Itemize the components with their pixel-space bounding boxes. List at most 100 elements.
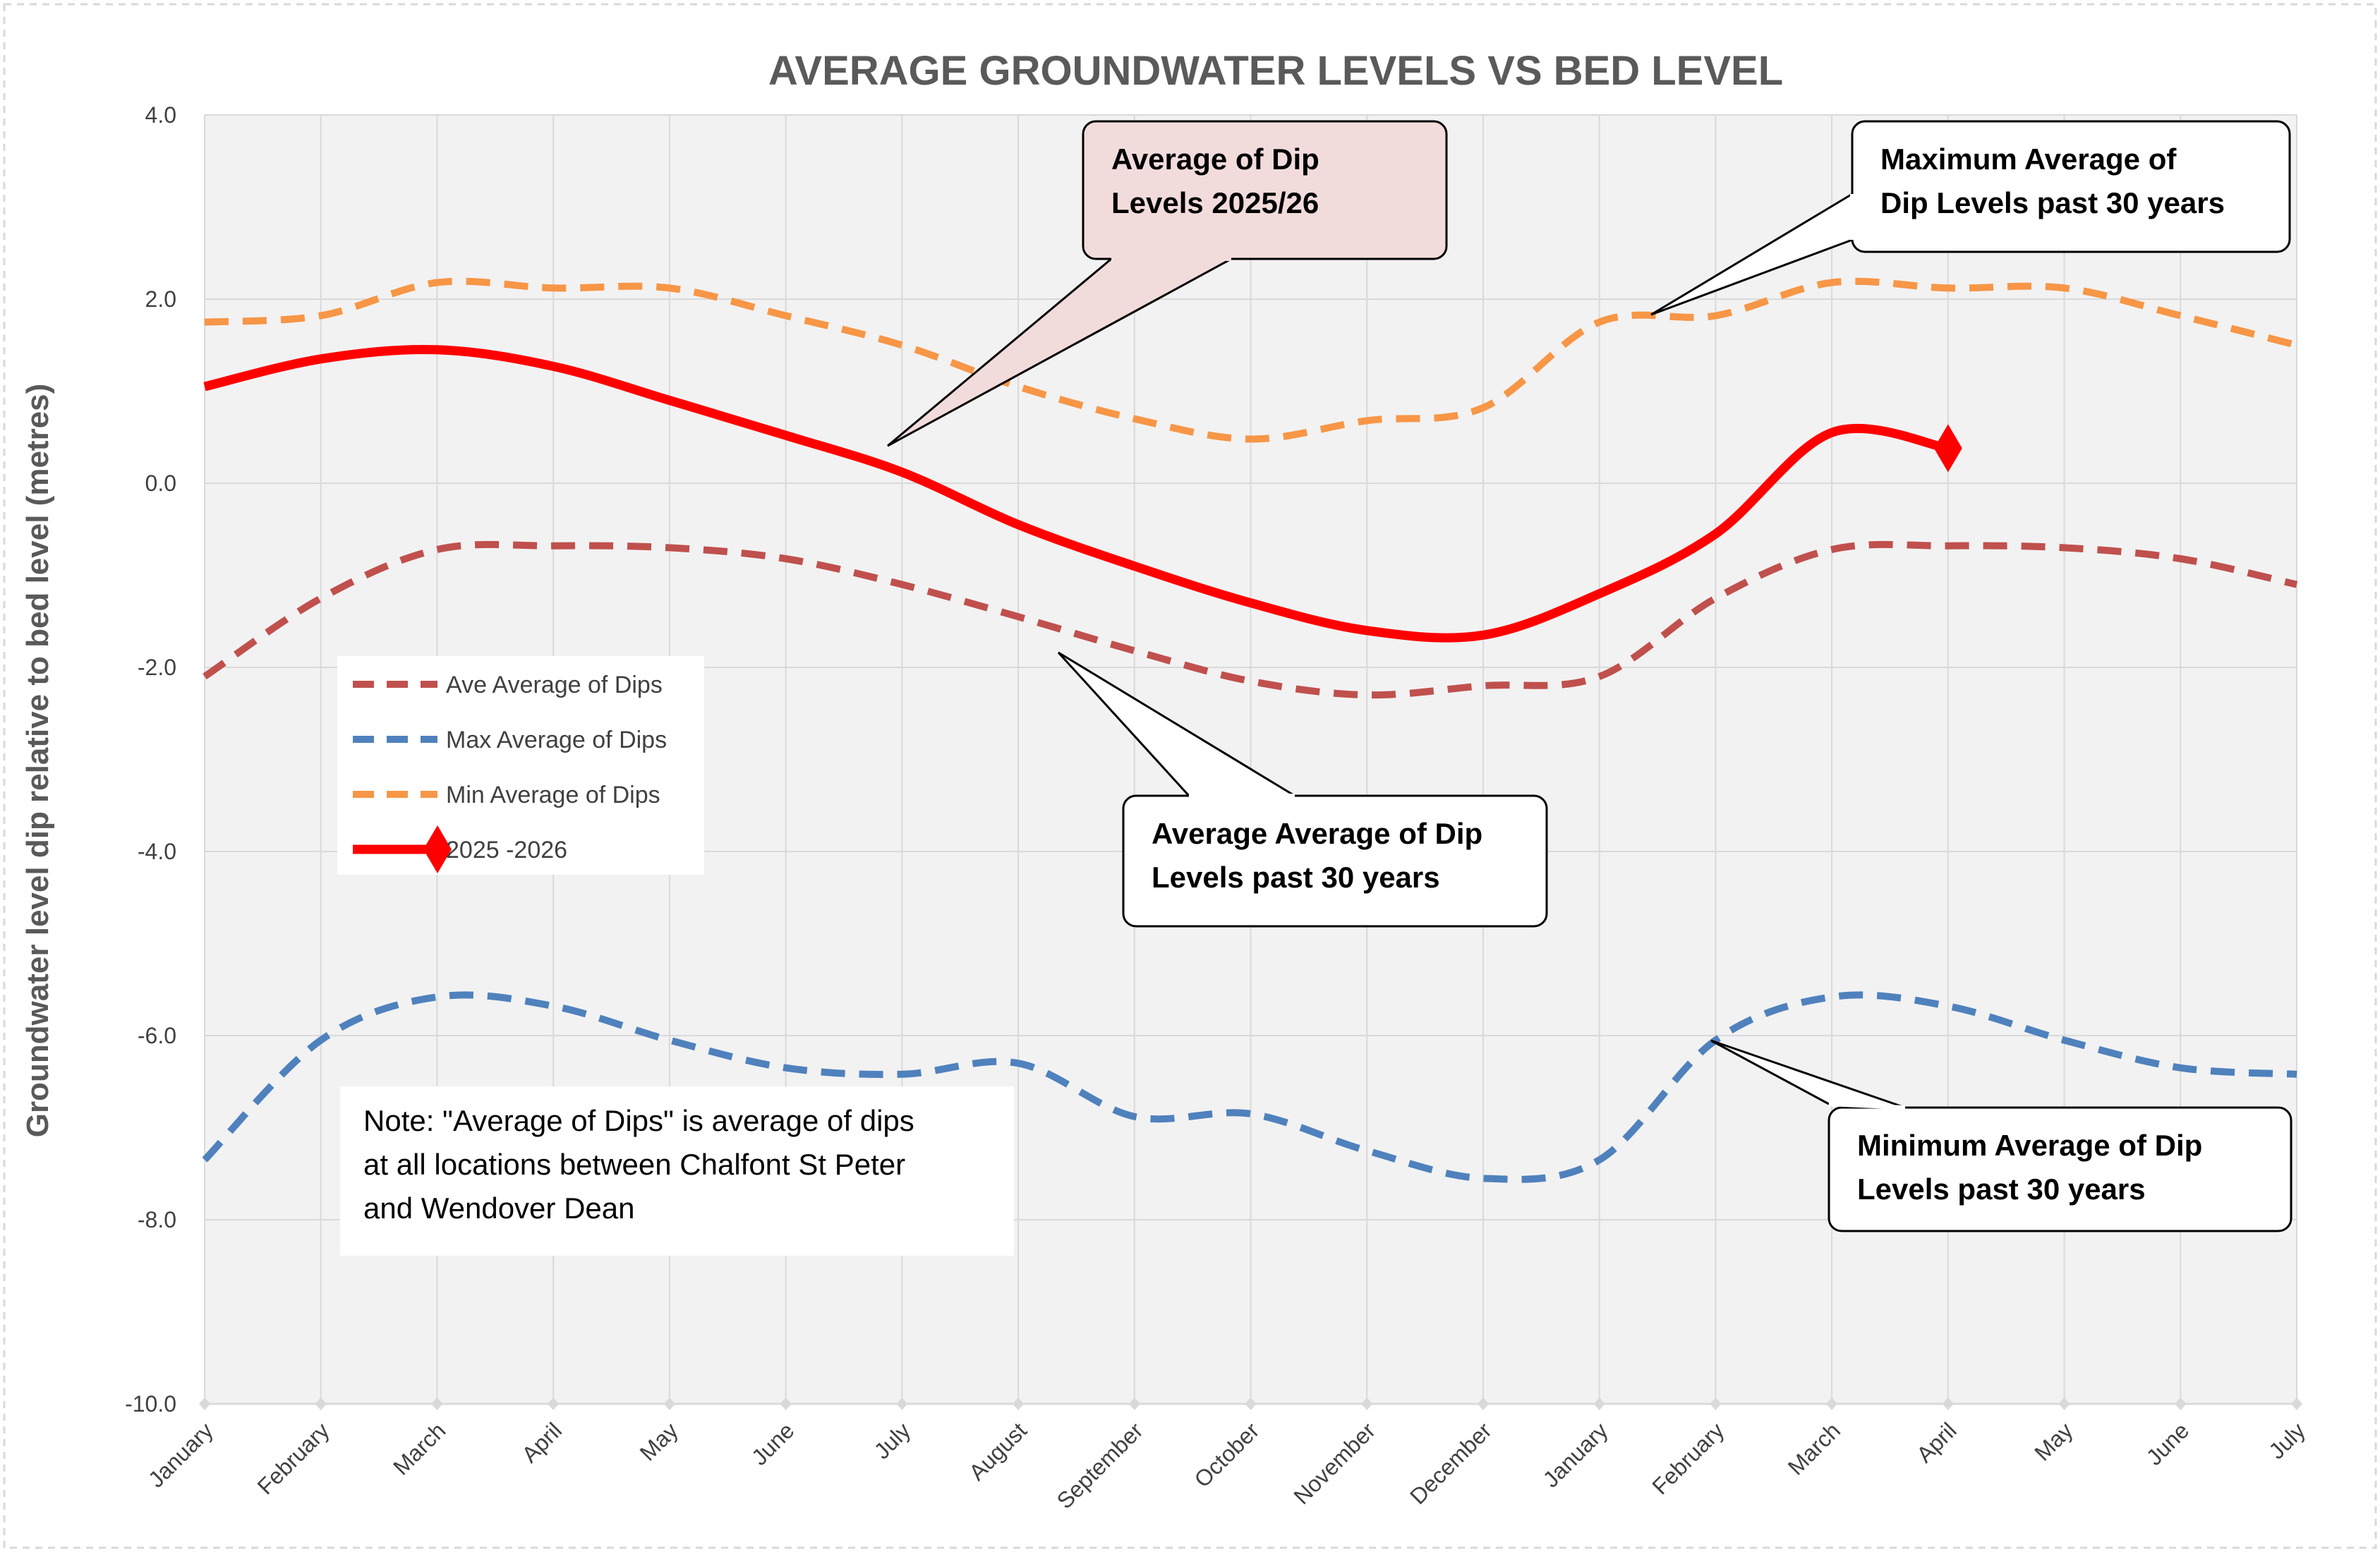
- callout-max: Maximum Average of Dip Levels past 30 yea…: [1650, 120, 2291, 316]
- data-point-0: [436, 549, 437, 550]
- data-point-0: [1831, 549, 1832, 550]
- callouts: Average of Dip Levels 2025/26 Maximum Aver…: [887, 120, 2293, 1232]
- data-point-1: [436, 996, 437, 998]
- y-tick-label: 2.0: [145, 286, 176, 312]
- legend-label-1: Max Average of Dips: [446, 727, 667, 753]
- data-point-3: [1831, 432, 1832, 433]
- callout-min-seam: [1828, 1102, 1906, 1110]
- callout-min-box: [1828, 1106, 2293, 1232]
- data-point-0: [2296, 584, 2297, 586]
- data-point-2: [1482, 407, 1484, 408]
- callout-min-text: Minimum Average of Dip: [1857, 1129, 2202, 1162]
- callout-max-box: [1851, 120, 2291, 253]
- callout-2025-text: Levels 2025/26: [1111, 186, 1319, 219]
- x-tick-marker: [199, 1398, 210, 1410]
- x-tick-marker: [548, 1398, 560, 1410]
- callout-2025-box: [1082, 120, 1448, 260]
- x-tick-marker: [1710, 1398, 1722, 1410]
- data-point-1: [1250, 1113, 1252, 1115]
- data-point-1: [785, 1067, 787, 1069]
- data-point-2: [2064, 287, 2065, 289]
- data-point-1: [552, 1005, 554, 1007]
- data-point-0: [1017, 616, 1019, 617]
- data-point-2: [1599, 322, 1600, 323]
- note-text-line: Note: "Average of Dips" is average of di…: [363, 1104, 914, 1137]
- data-point-0: [901, 584, 902, 586]
- data-point-0: [1599, 676, 1600, 677]
- callout-max-text: Dip Levels past 30 years: [1880, 186, 2225, 219]
- callout-2025-pointer: [887, 257, 1232, 447]
- y-tick-label: -10.0: [125, 1391, 176, 1417]
- data-point-2: [1715, 315, 1716, 316]
- data-point-2: [1947, 287, 1949, 289]
- series-end-marker: [1933, 424, 1962, 473]
- data-point-0: [1715, 598, 1716, 599]
- data-point-1: [1366, 1150, 1367, 1151]
- data-point-2: [436, 282, 437, 284]
- data-point-1: [1831, 996, 1832, 998]
- x-tick-marker: [1477, 1398, 1489, 1410]
- data-point-2: [320, 315, 322, 316]
- data-point-2: [1134, 418, 1135, 420]
- note-text-line: at all locations between Chalfont St Pet…: [363, 1148, 905, 1181]
- data-point-3: [436, 349, 437, 351]
- callout-max-pointer: [1650, 193, 1853, 316]
- data-point-3: [552, 365, 554, 367]
- data-point-2: [2296, 344, 2297, 346]
- data-point-1: [1482, 1177, 1484, 1179]
- x-tick-marker: [1942, 1398, 1954, 1410]
- data-point-2: [204, 322, 205, 323]
- data-point-3: [1134, 565, 1135, 566]
- data-point-1: [2180, 1067, 2181, 1069]
- x-tick-marker: [780, 1398, 792, 1410]
- legend-label-3: 2025 -2026: [446, 837, 567, 863]
- data-point-0: [552, 545, 554, 547]
- callout-min-text: Levels past 30 years: [1857, 1172, 2146, 1206]
- data-point-0: [1366, 694, 1367, 696]
- data-point-2: [552, 287, 554, 289]
- data-point-1: [320, 1040, 322, 1041]
- data-point-0: [1134, 650, 1135, 652]
- data-point-1: [1947, 1005, 1949, 1007]
- callout-min: Minimum Average of Dip Levels past 30 yea…: [1710, 1039, 2293, 1232]
- legend: Ave Average of Dips Max Average of Dips Mi…: [337, 656, 704, 875]
- data-point-0: [669, 547, 670, 548]
- data-point-0: [2180, 558, 2181, 559]
- legend-label-2: Min Average of Dips: [446, 782, 660, 808]
- callout-ave-pointer: [1057, 651, 1295, 797]
- note-text-line: and Wendover Dean: [363, 1192, 634, 1225]
- data-point-3: [1715, 533, 1716, 535]
- data-point-2: [1250, 438, 1252, 439]
- x-tick-marker: [1826, 1398, 1838, 1410]
- data-point-2: [901, 344, 902, 346]
- y-axis-ticks: 4.0 2.0 0.0 -2.0 -4.0 -6.0 -8.0 -10.0: [125, 102, 176, 1417]
- data-point-2: [1366, 420, 1367, 421]
- data-point-1: [1017, 1062, 1019, 1064]
- data-point-3: [669, 400, 670, 401]
- callout-2025: Average of Dip Levels 2025/26: [887, 120, 1448, 447]
- data-point-3: [1250, 602, 1252, 604]
- x-tick-marker: [896, 1398, 908, 1410]
- y-tick-label: -4.0: [138, 839, 176, 864]
- data-point-0: [1482, 685, 1484, 686]
- legend-marker: [423, 825, 452, 873]
- y-tick-label: -8.0: [138, 1207, 176, 1232]
- data-point-1: [1599, 1159, 1600, 1160]
- data-point-2: [2180, 315, 2181, 316]
- data-point-1: [204, 1159, 205, 1160]
- y-tick-label: -6.0: [138, 1023, 176, 1048]
- x-tick-marker: [1128, 1398, 1140, 1410]
- series-line-3: [203, 345, 1949, 643]
- x-tick-marker: [431, 1398, 443, 1410]
- data-point-0: [1947, 545, 1949, 547]
- data-point-3: [1482, 634, 1484, 636]
- data-point-3: [1366, 630, 1367, 631]
- callout-min-pointer: [1710, 1039, 1906, 1109]
- x-tick-marker: [663, 1398, 675, 1410]
- callout-ave-text: Levels past 30 years: [1152, 861, 1440, 894]
- data-point-0: [204, 676, 205, 677]
- callout-ave: Average Average of Dip Levels past 30 yea…: [1057, 651, 1548, 928]
- x-tick-marker: [2058, 1398, 2070, 1410]
